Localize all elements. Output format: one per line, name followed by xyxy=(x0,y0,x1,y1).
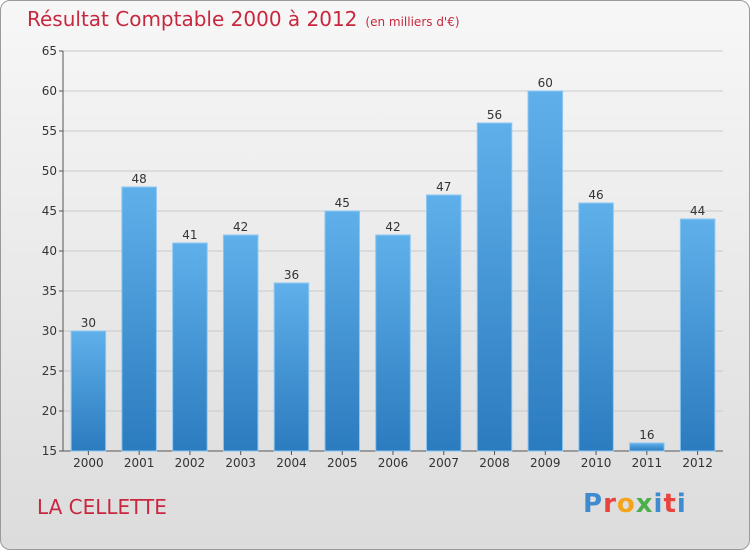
x-tick-label: 2010 xyxy=(581,456,612,470)
y-tick-label: 30 xyxy=(42,324,57,338)
bar-value-label: 42 xyxy=(233,220,248,234)
x-tick-label: 2000 xyxy=(73,456,104,470)
bar-2005 xyxy=(324,210,360,452)
x-tick-label: 2012 xyxy=(682,456,713,470)
bar-value-label: 30 xyxy=(81,316,96,330)
brand-letter: i xyxy=(653,489,664,519)
brand-letter: P xyxy=(583,489,604,519)
bar-series: 30 48 41 42 36 45 42 47 56 60 46 16 44 xyxy=(70,76,716,452)
bar-2006 xyxy=(375,234,411,452)
bar-2010 xyxy=(578,202,614,452)
bar-2011 xyxy=(629,442,665,452)
location-label: LA CELLETTE xyxy=(37,495,167,519)
bar-value-label: 16 xyxy=(639,428,654,442)
x-tick-label: 2002 xyxy=(175,456,206,470)
y-tick-label: 35 xyxy=(42,284,57,298)
x-tick-label: 2011 xyxy=(632,456,663,470)
x-tick-label: 2004 xyxy=(276,456,307,470)
x-tick-label: 2005 xyxy=(327,456,358,470)
brand-letter: r xyxy=(603,489,617,519)
bar-2008 xyxy=(476,122,513,452)
bar-value-label: 56 xyxy=(487,108,502,122)
y-tick-label: 65 xyxy=(42,44,57,58)
y-tick-label: 25 xyxy=(42,364,57,378)
x-tick-label: 2009 xyxy=(530,456,561,470)
bar-value-label: 42 xyxy=(385,220,400,234)
bar-value-label: 48 xyxy=(132,172,147,186)
x-tick-label: 2006 xyxy=(378,456,409,470)
brand-letter: t xyxy=(663,489,677,519)
y-tick-label: 55 xyxy=(42,124,57,138)
proxiti-logo: Proxiti xyxy=(583,489,687,519)
bar-value-label: 44 xyxy=(690,204,705,218)
chart-title: Résultat Comptable 2000 à 2012 (en millie… xyxy=(27,7,460,31)
y-tick-label: 20 xyxy=(42,404,57,418)
title-text: Résultat Comptable 2000 à 2012 xyxy=(27,7,358,31)
bar-value-label: 47 xyxy=(436,180,451,194)
bar-2007 xyxy=(426,194,462,452)
bar-2004 xyxy=(273,282,310,452)
y-tick-label: 60 xyxy=(42,84,57,98)
bar-value-label: 41 xyxy=(182,228,197,242)
bar-2003 xyxy=(222,234,259,452)
brand-letter: o xyxy=(616,489,636,519)
y-tick-label: 45 xyxy=(42,204,57,218)
brand-letter: i xyxy=(676,489,687,519)
x-tick-label: 2003 xyxy=(225,456,256,470)
x-tick-label: 2001 xyxy=(124,456,155,470)
x-tick-label: 2008 xyxy=(479,456,510,470)
bar-2009 xyxy=(527,90,564,452)
y-tick-label: 40 xyxy=(42,244,57,258)
bar-value-label: 36 xyxy=(284,268,299,282)
bar-value-label: 45 xyxy=(335,196,350,210)
bar-value-label: 60 xyxy=(538,76,553,90)
chart-subtitle: (en milliers d'€) xyxy=(365,15,460,29)
y-axis-ticks: 15 20 25 30 35 40 45 50 55 60 65 xyxy=(42,44,63,458)
bar-value-label: 46 xyxy=(588,188,603,202)
y-tick-label: 50 xyxy=(42,164,57,178)
bar-2012 xyxy=(679,218,716,452)
bar-2002 xyxy=(172,242,208,452)
bar-2001 xyxy=(121,186,157,452)
y-tick-label: 15 xyxy=(42,444,57,458)
x-axis-ticks: 2000 2001 2002 2003 2004 2005 2006 2007 2008 2009… xyxy=(73,451,713,470)
brand-letter: x xyxy=(635,489,654,519)
bar-2000 xyxy=(70,330,107,452)
x-tick-label: 2007 xyxy=(428,456,459,470)
